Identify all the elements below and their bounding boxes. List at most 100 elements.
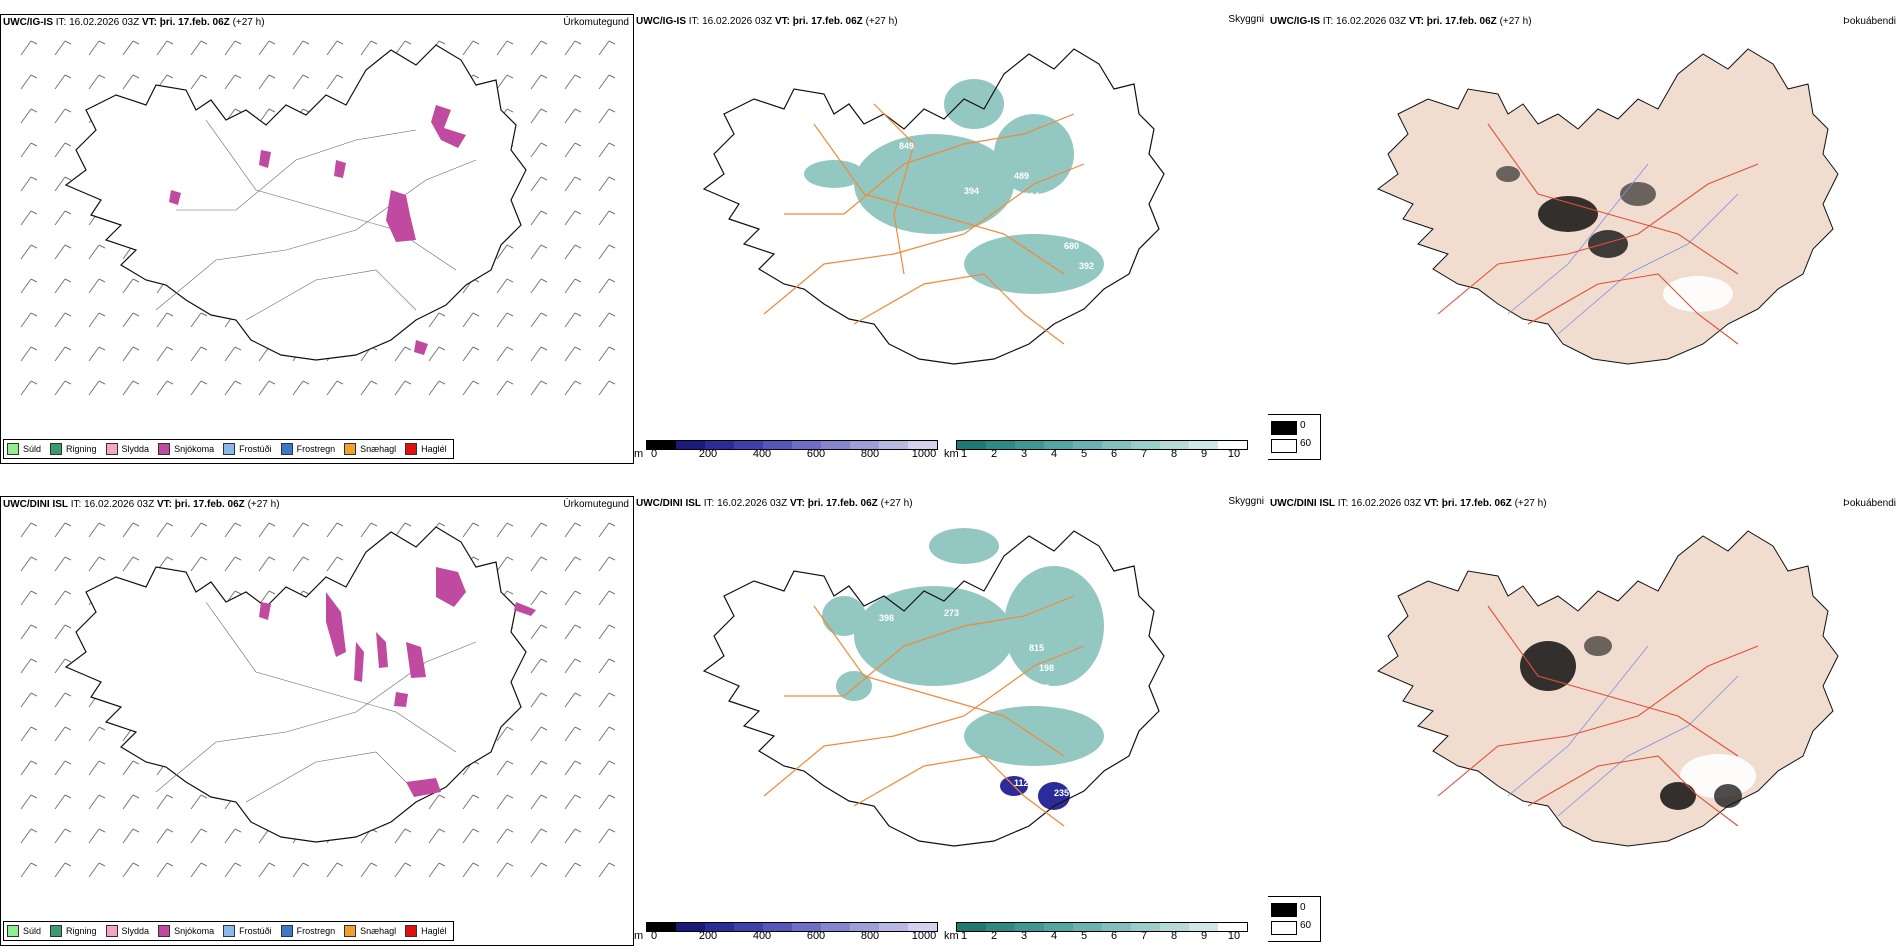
legend-swatch xyxy=(280,925,293,937)
valid-label: VT: xyxy=(1423,498,1439,509)
legend-swatch xyxy=(344,443,357,455)
colorbar-segment xyxy=(1160,923,1189,931)
visibility-map: 398 273 815 198 837 10 112 235 xyxy=(702,528,1165,847)
colorbar-unit: km xyxy=(944,448,959,460)
colorbar-segment xyxy=(1044,923,1073,931)
colorbar-segment xyxy=(879,441,908,449)
roads xyxy=(155,119,477,321)
legend-item: Súld xyxy=(4,440,47,458)
visibility-label: 392 xyxy=(1079,261,1094,271)
legend-item: Rigning xyxy=(47,440,103,458)
colorbar-segment xyxy=(1131,923,1160,931)
legend-label: Súld xyxy=(23,444,42,454)
colorbar-tick-label: 400 xyxy=(752,930,772,942)
colorbar-segment xyxy=(1015,923,1044,931)
visibility-label: 680 xyxy=(1064,241,1079,251)
colorbar-segment xyxy=(1189,441,1218,449)
colorbar-tick-label: 10 xyxy=(1227,448,1241,460)
precip-map xyxy=(20,40,616,396)
colorbar-segment xyxy=(1015,441,1044,449)
fog-legend-label: 60 xyxy=(1300,438,1312,449)
cloudbase-colorbar: m 0 200 400 600 800 1000 xyxy=(634,922,944,946)
fog-legend-label: 0 xyxy=(1300,902,1306,913)
legend-swatch xyxy=(50,443,63,455)
colorbar-segment xyxy=(763,441,792,449)
legend-label: Frostregn xyxy=(296,926,336,936)
init-time: 16.02.2026 03Z xyxy=(717,498,788,509)
visibility-shading xyxy=(822,528,1104,766)
colorbar-tick-label: 10 xyxy=(1227,930,1241,942)
valid-label: VT: xyxy=(774,16,790,27)
colorbar-segment xyxy=(908,441,937,449)
colorbar-tick-label: 1 xyxy=(960,930,968,942)
legend-label: Snjókoma xyxy=(174,926,215,936)
colorbar-tick-label: 600 xyxy=(806,930,826,942)
field-name: Þokuábendi xyxy=(1843,16,1896,27)
iceland-land xyxy=(1377,48,1839,365)
valid-label: VT: xyxy=(156,499,172,510)
fog-swatch xyxy=(1271,421,1297,435)
colorbar-strip xyxy=(646,922,938,932)
fog-legend: 0 60 xyxy=(1268,414,1321,460)
colorbar-segment xyxy=(763,923,792,931)
colorbar-segment xyxy=(957,923,986,931)
fog-panel-row2: UWC/DINI ISL IT: 16.02.2026 03Z VT: þri.… xyxy=(1268,496,1900,946)
colorbar-segment xyxy=(1189,923,1218,931)
legend-item: Haglél xyxy=(402,440,453,458)
precip-type-panel-row2: UWC/DINI ISL IT: 16.02.2026 03Z VT: þri.… xyxy=(0,496,634,946)
colorbar-tick-label: 600 xyxy=(806,448,826,460)
init-label: IT: xyxy=(55,17,67,28)
visibility-label: 10 xyxy=(874,703,884,713)
visibility-label: 904 xyxy=(1024,191,1039,201)
init-label: IT: xyxy=(688,16,700,27)
legend-swatch xyxy=(50,925,63,937)
legend-swatch xyxy=(223,443,236,455)
iceland-coastline xyxy=(64,44,527,361)
panel-header: UWC/DINI ISL IT: 16.02.2026 03Z VT: þri.… xyxy=(1268,496,1900,512)
snowfall-areas xyxy=(259,567,536,797)
visibility-colorbar: km 1 2 3 4 5 6 7 8 9 10 xyxy=(944,922,1254,946)
legend-label: Slydda xyxy=(121,444,150,454)
colorbar-tick-label: 800 xyxy=(860,930,880,942)
legend-swatch xyxy=(344,925,357,937)
colorbar-unit: m xyxy=(634,448,644,460)
colorbar-segment xyxy=(676,441,705,449)
colorbar-tick-label: 4 xyxy=(1050,930,1058,942)
visibility-label: 112 xyxy=(1014,778,1029,788)
model-name: UWC/DINI ISL xyxy=(3,499,68,510)
colorbar-segment xyxy=(821,923,850,931)
legend-swatch xyxy=(7,925,19,937)
colorbar-segment xyxy=(1073,441,1102,449)
colorbar-tick-label: 5 xyxy=(1080,448,1088,460)
legend-label: Frostúði xyxy=(239,926,272,936)
roads xyxy=(1437,123,1759,345)
model-name: UWC/DINI ISL xyxy=(1270,498,1335,509)
legend-item: Frostúði xyxy=(220,922,278,940)
fog-shading xyxy=(1520,636,1756,810)
init-label: IT: xyxy=(1322,16,1334,27)
legend-swatch xyxy=(405,443,418,455)
panel-header: UWC/IG-IS IT: 16.02.2026 03Z VT: þri. 17… xyxy=(634,14,1268,30)
colorbar-unit: m xyxy=(634,930,644,942)
legend-swatch xyxy=(105,925,118,937)
panel-header: UWC/IG-IS IT: 16.02.2026 03Z VT: þri. 17… xyxy=(1268,14,1900,30)
legend-item: Frostregn xyxy=(278,922,342,940)
colorbar-segment xyxy=(676,923,705,931)
colorbar-tick-label: 7 xyxy=(1140,930,1148,942)
field-name: Skyggni xyxy=(1228,14,1264,25)
colorbar-segment xyxy=(957,441,986,449)
legend-swatch xyxy=(158,925,171,937)
legend-item: Haglél xyxy=(402,922,453,940)
colorbar-segment xyxy=(986,441,1015,449)
model-name: UWC/IG-IS xyxy=(636,16,686,27)
fog-legend-label: 60 xyxy=(1300,920,1312,931)
legend-label: Rigning xyxy=(66,444,97,454)
legend-item: Slydda xyxy=(103,440,156,458)
colorbar-tick-label: 8 xyxy=(1170,448,1178,460)
field-name: Þokuábendi xyxy=(1843,498,1896,509)
colorbar-segment xyxy=(705,923,734,931)
visibility-panel-row2: UWC/DINI ISL IT: 16.02.2026 03Z VT: þri.… xyxy=(634,496,1268,946)
colorbar-segment xyxy=(1160,441,1189,449)
snowfall-areas xyxy=(169,105,466,355)
